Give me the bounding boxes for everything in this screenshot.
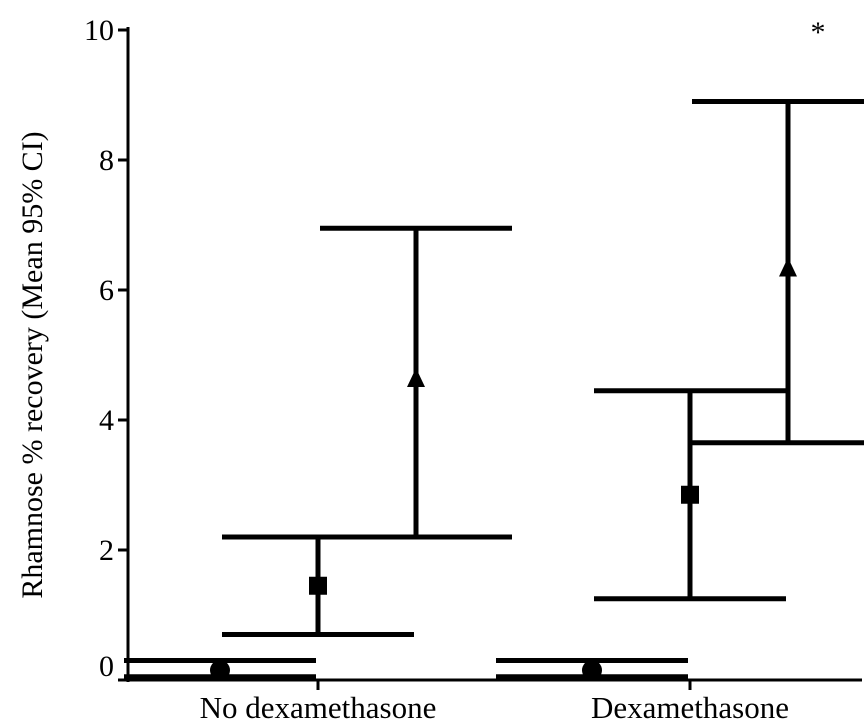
y-tick-label-4: 8 <box>99 144 114 177</box>
marker-square-s1-p0 <box>309 576 327 595</box>
x-category-label-1: Dexamethasone <box>591 690 789 725</box>
y-tick-label-2: 4 <box>99 404 114 437</box>
marker-circle-s0-p0 <box>210 660 230 681</box>
x-category-label-0: No dexamethasone <box>200 690 437 725</box>
marker-square-s1-p1 <box>681 485 699 504</box>
data-marks <box>124 99 864 681</box>
y-axis-label: Rhamnose % recovery (Mean 95% CI) <box>16 131 49 598</box>
axes <box>118 27 862 690</box>
annotation-0: * <box>811 16 826 49</box>
marker-triangle-s2-p0 <box>407 368 425 387</box>
y-tick-label-1: 2 <box>99 534 114 567</box>
marker-circle-s0-p1 <box>582 660 602 681</box>
y-tick-label-5: 10 <box>84 14 114 47</box>
y-tick-label-3: 6 <box>99 274 114 307</box>
y-tick-label-0: 0 <box>99 650 114 683</box>
marker-triangle-s2-p1 <box>779 257 797 277</box>
labels: 0 2 4 6 8 10 No dexamethasone Dexamethasone Rham… <box>16 14 826 725</box>
